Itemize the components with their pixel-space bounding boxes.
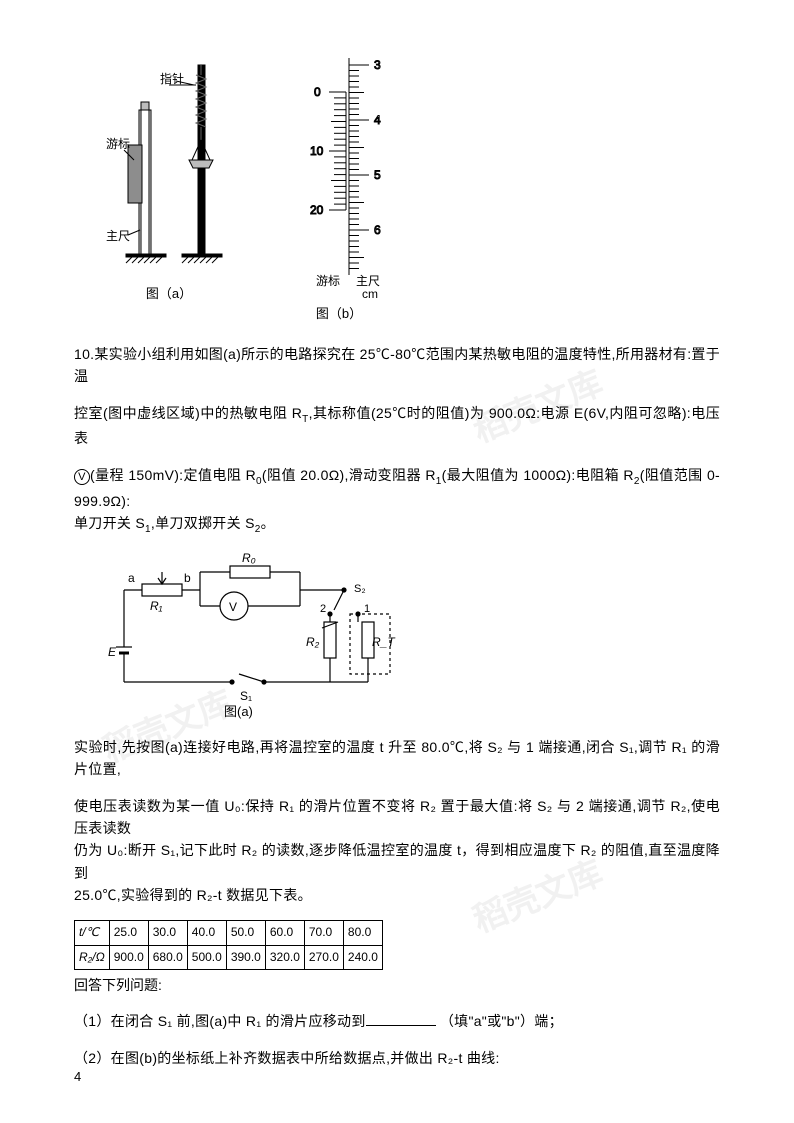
figure-b-caption: 图（b） — [274, 304, 404, 325]
svg-text:b: b — [184, 571, 191, 585]
label-pointer: 指针 — [160, 71, 184, 86]
svg-text:R_T: R_T — [372, 635, 396, 649]
svg-text:6: 6 — [374, 223, 381, 237]
svg-text:R₂: R₂ — [306, 635, 320, 649]
figure-a-apparatus: 指针 游标 主尺 图（a） — [104, 50, 234, 325]
svg-text:a: a — [128, 571, 135, 585]
sub-q1: （1）在闭合 S₁ 前,图(a)中 R₁ 的滑片应移动到 （填"a"或"b"）端… — [74, 1010, 720, 1032]
svg-text:S₂: S₂ — [354, 583, 366, 595]
label-mainscale-a: 主尺 — [106, 229, 130, 243]
svg-text:E: E — [108, 645, 117, 659]
q10-line3: V(量程 150mV):定值电阻 R0(阻值 20.0Ω),滑动变阻器 R1(最… — [74, 464, 720, 538]
sub-intro: 回答下列问题: — [74, 974, 720, 996]
q10-line2: 控室(图中虚线区域)中的热敏电阻 RT,其标称值(25℃时的阻值)为 900.0… — [74, 402, 720, 450]
svg-text:0: 0 — [314, 85, 321, 99]
svg-text:20: 20 — [310, 203, 324, 217]
svg-text:5: 5 — [374, 168, 381, 182]
svg-text:R₁: R₁ — [150, 599, 163, 613]
circuit-diagram: V S₂ 2 1 — [104, 552, 720, 722]
label-mainscale-b: 主尺 — [356, 274, 380, 288]
label-vernier-a: 游标 — [106, 137, 130, 151]
table-row: t/℃ 25.030.040.0 50.060.070.080.0 — [75, 921, 383, 945]
voltmeter-icon: V — [74, 469, 90, 485]
para2-rest: 使电压表读数为某一值 U₀:保持 R₁ 的滑片位置不变将 R₂ 置于最大值:将 … — [74, 795, 720, 907]
figure-b-scale: 3 4 5 6 — [274, 50, 404, 325]
svg-text:图(a): 图(a) — [224, 704, 253, 719]
svg-text:1: 1 — [364, 603, 370, 615]
svg-text:S₁: S₁ — [240, 689, 252, 703]
figure-a-caption: 图（a） — [104, 284, 234, 305]
svg-text:V: V — [229, 600, 237, 614]
svg-text:4: 4 — [374, 113, 381, 127]
svg-text:2: 2 — [320, 603, 326, 615]
label-vernier-b: 游标 — [316, 274, 340, 288]
para2-l1: 实验时,先按图(a)连接好电路,再将温控室的温度 t 升至 80.0℃,将 S₂… — [74, 736, 720, 781]
page-number: 4 — [74, 1067, 81, 1088]
data-table: t/℃ 25.030.040.0 50.060.070.080.0 R₂/Ω 9… — [74, 920, 383, 969]
sub-q2: （2）在图(b)的坐标纸上补齐数据表中所给数据点,并做出 R₂-t 曲线: — [74, 1047, 720, 1069]
svg-text:10: 10 — [310, 144, 324, 158]
label-cm: cm — [362, 287, 378, 300]
svg-text:R₀: R₀ — [242, 552, 256, 565]
svg-text:3: 3 — [374, 58, 381, 72]
q10-line1: 10.某实验小组利用如图(a)所示的电路探究在 25℃-80℃范围内某热敏电阻的… — [74, 343, 720, 388]
table-row: R₂/Ω 900.0680.0500.0 390.0320.0270.0240.… — [75, 945, 383, 969]
